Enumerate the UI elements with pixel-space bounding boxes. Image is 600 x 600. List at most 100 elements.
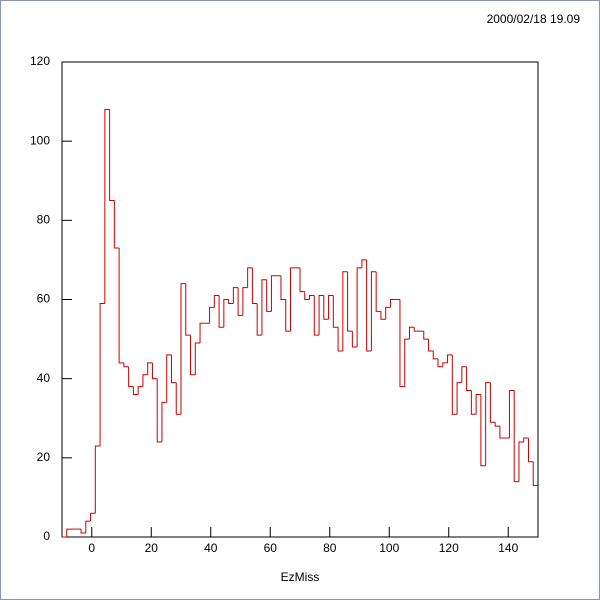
y-tick-label: 80	[37, 213, 51, 227]
histogram-bin	[508, 390, 515, 439]
histogram-bin	[385, 306, 391, 320]
histogram-bin	[175, 382, 181, 415]
histogram-bin	[375, 271, 381, 312]
histogram-bin	[170, 354, 177, 384]
histogram-bin	[485, 382, 491, 466]
x-tick-label: 40	[204, 541, 218, 555]
histogram-bin	[328, 295, 334, 320]
histogram-bin	[299, 267, 305, 293]
histogram-bin	[466, 366, 472, 392]
x-tick-label: 60	[264, 541, 278, 555]
histogram-bin	[313, 295, 320, 336]
histogram-bin	[494, 422, 500, 427]
histogram-bin	[499, 426, 505, 439]
histogram-bin	[256, 303, 262, 336]
histogram-bin	[209, 306, 215, 324]
histogram-bin	[194, 342, 201, 375]
timestamp: 2000/02/18 19.09	[487, 12, 581, 26]
histogram-bin	[213, 295, 220, 308]
histogram-bin	[432, 350, 439, 360]
histogram-bin	[318, 295, 324, 336]
x-tick-label: 140	[498, 541, 518, 555]
y-tick-label: 60	[37, 292, 51, 306]
histogram-bin	[428, 339, 434, 352]
histogram-bin	[451, 354, 458, 415]
histogram-bin	[442, 362, 448, 367]
y-tick-label: 0	[43, 529, 50, 543]
histogram-bin	[523, 437, 529, 442]
histogram-bin	[242, 287, 248, 316]
histogram-bin	[166, 354, 172, 403]
x-tick-label: 100	[379, 541, 399, 555]
histogram-bin	[270, 275, 277, 312]
histogram-bin	[518, 441, 524, 482]
histogram-bin	[323, 295, 329, 320]
histogram-bin	[413, 327, 419, 332]
histogram-bin	[128, 366, 134, 388]
histogram-bin	[266, 279, 272, 312]
histogram-bin	[232, 287, 239, 304]
histogram-bin	[342, 271, 348, 351]
histogram-bin	[66, 528, 72, 537]
histogram-bin	[118, 248, 124, 364]
histogram-bin	[237, 287, 243, 316]
histogram-bin	[109, 109, 115, 202]
histogram-bin	[137, 386, 143, 395]
histogram-bin	[218, 295, 224, 328]
histogram-bin	[147, 362, 153, 375]
histogram-bin	[251, 267, 258, 304]
histogram-bin	[285, 299, 291, 332]
histogram-bin	[470, 390, 477, 415]
y-tick-label: 40	[37, 371, 51, 385]
x-tick-label: 80	[323, 541, 337, 555]
histogram-bin	[228, 299, 234, 304]
histogram-bin	[461, 366, 467, 383]
histogram-bin	[356, 267, 362, 347]
histogram-bin	[156, 378, 162, 443]
histogram-bin	[437, 358, 443, 368]
histogram-bin	[113, 200, 120, 249]
histogram-bin	[223, 299, 229, 328]
histogram-bin	[132, 386, 139, 395]
histogram-bin	[247, 267, 253, 288]
x-tick-label: 120	[439, 541, 459, 555]
histogram-bin	[389, 299, 396, 308]
histogram-bin	[423, 331, 429, 340]
histogram-bin	[185, 283, 191, 336]
histogram-bin	[85, 520, 91, 534]
histogram-bin	[380, 311, 386, 320]
histogram-bin	[199, 322, 205, 344]
histogram-bin	[408, 326, 415, 340]
histogram-bin	[447, 354, 453, 363]
histogram-bin	[142, 374, 148, 387]
histogram-bin	[370, 271, 377, 351]
histogram-bin	[304, 291, 310, 300]
histogram-bin	[123, 362, 129, 368]
histogram-bin	[190, 335, 196, 376]
histogram-bin	[261, 279, 267, 336]
histogram-bin	[161, 401, 167, 442]
histogram-bin	[289, 267, 296, 332]
y-tick-label: 100	[30, 133, 50, 147]
histogram-bin	[404, 338, 410, 387]
histogram-bin	[280, 275, 286, 300]
histogram-bin	[366, 259, 372, 352]
histogram-bin	[513, 390, 519, 483]
histogram-bin	[347, 271, 353, 332]
histogram-bin	[527, 438, 534, 463]
histogram-bin	[351, 331, 358, 348]
histogram-bin	[180, 283, 186, 415]
histogram-bin	[94, 445, 101, 514]
histogram-bin	[90, 512, 96, 522]
histogram-bin	[475, 394, 481, 415]
histogram-bin	[80, 529, 86, 534]
histogram-bin	[361, 259, 367, 268]
histogram-bin	[489, 382, 496, 423]
histogram-bin	[332, 295, 339, 328]
x-tick-label: 20	[145, 541, 159, 555]
histogram-bin	[480, 394, 486, 467]
histogram-bin	[151, 362, 158, 380]
